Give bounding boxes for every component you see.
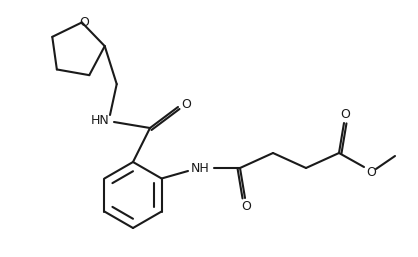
Text: O: O [340, 107, 350, 121]
Text: HN: HN [91, 114, 110, 126]
Text: O: O [366, 166, 376, 179]
Text: O: O [79, 16, 89, 29]
Text: O: O [181, 98, 191, 112]
Text: O: O [241, 200, 251, 214]
Text: NH: NH [191, 161, 209, 175]
